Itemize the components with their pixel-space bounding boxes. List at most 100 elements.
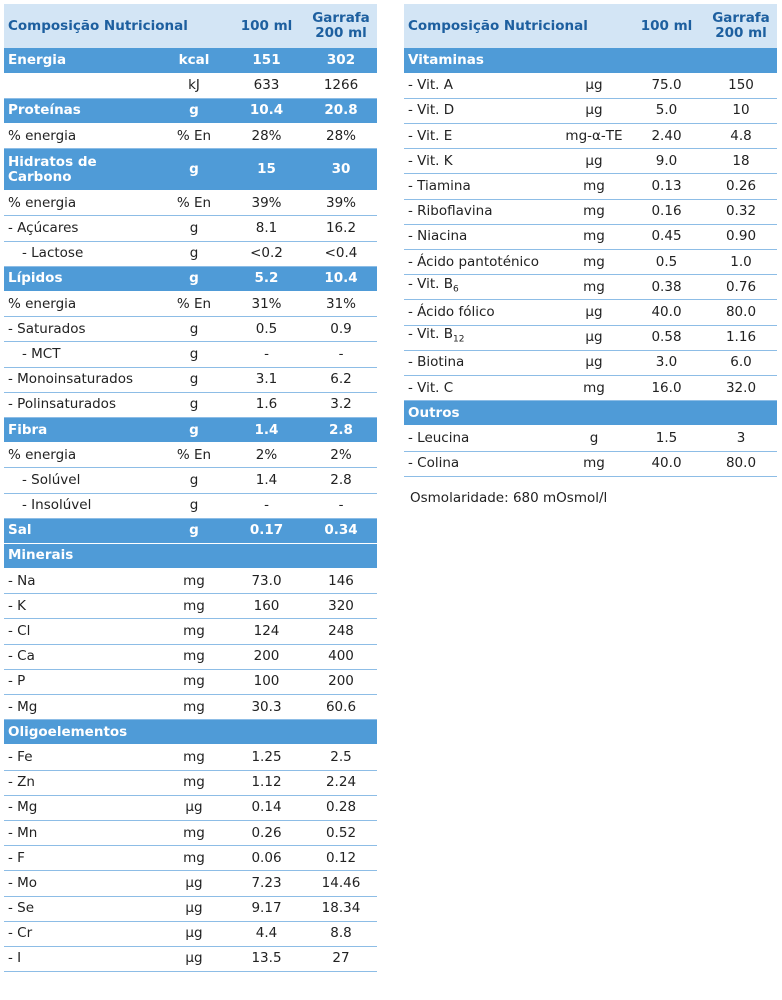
data-row: - Saturados g 0.5 0.9 [4,316,377,343]
value-cell: <0.4 [305,241,377,267]
row-label: - Riboflavina [404,199,560,225]
data-row: - Ácido pantoténico mg 0.5 1.0 [404,249,777,276]
value-cell [305,543,377,570]
row-label: - Ácido pantoténico [404,249,560,276]
section-row: Oligoelementos [4,719,377,746]
value-cell: 32.0 [705,375,777,402]
value-cell [228,543,305,570]
value-cell [628,400,705,427]
value-cell: 2.8 [305,467,377,494]
value-cell: 39% [305,190,377,217]
section-row: Energia kcal 151 302 [4,48,377,74]
row-label: - I [4,946,160,973]
data-row: - Mg mg 30.3 60.6 [4,694,377,721]
value-cell: 0.38 [628,274,705,301]
value-cell: 2.40 [628,123,705,150]
row-label: - Polinsaturados [4,392,160,418]
data-row: - Na mg 73.0 146 [4,568,377,595]
value-cell: 15 [228,148,305,192]
data-row: - Riboflavina mg 0.16 0.32 [404,199,777,225]
unit-cell: g [560,425,628,452]
unit-cell: kcal [160,48,228,74]
unit-cell: µg [560,325,628,351]
data-row: - Colina mg 40.0 80.0 [404,451,777,477]
header-cell: 100 ml [228,4,305,48]
unit-cell: µg [160,795,228,821]
unit-cell: g [160,341,228,368]
unit-cell [560,400,628,427]
value-cell: 5.0 [628,98,705,125]
row-label: - Ácido fólico [404,299,560,326]
value-cell: 150 [705,73,777,99]
value-cell: 1.25 [228,744,305,771]
unit-cell: µg [160,896,228,922]
unit-cell: mg [560,173,628,200]
value-cell: 3.0 [628,350,705,376]
section-row: Fibra g 1.4 2.8 [4,417,377,444]
row-label: Minerais [4,543,160,570]
header-cell: Garrafa 200 ml [305,4,377,48]
value-cell: 302 [305,48,377,74]
value-cell: 20.8 [305,98,377,125]
section-row: Vitaminas [404,48,777,74]
value-cell: 0.34 [305,518,377,544]
data-row: - Leucina g 1.5 3 [404,425,777,452]
row-label: - Biotina [404,350,560,376]
header-cell: Garrafa 200 ml [705,4,777,48]
row-label: - Cr [4,921,160,947]
unit-cell: mg [160,593,228,620]
data-row: - Ácido fólico µg 40.0 80.0 [404,299,777,326]
value-cell: 124 [228,618,305,645]
unit-cell: % En [160,442,228,469]
unit-cell: mg [160,568,228,595]
unit-cell: g [160,493,228,519]
value-cell: 10.4 [228,98,305,125]
unit-cell: mg [160,770,228,796]
value-cell: 0.14 [228,795,305,821]
value-cell: 1.6 [228,392,305,418]
value-cell: 31% [228,291,305,318]
row-label: % energia [4,190,160,217]
unit-cell: µg [160,870,228,897]
data-row: - Monoinsaturados g 3.1 6.2 [4,367,377,393]
value-cell: 200 [305,669,377,696]
unit-cell: g [160,316,228,343]
unit-cell: % En [160,190,228,217]
row-label: - Fe [4,744,160,771]
section-row: Hidratos de Carbono g 15 30 [4,148,377,192]
value-cell: 0.52 [305,820,377,847]
value-cell: - [305,493,377,519]
value-cell [305,719,377,746]
value-cell: 8.8 [305,921,377,947]
data-row: % energia% En 31% 31% [4,291,377,318]
unit-cell: mg [560,451,628,477]
unit-cell: µg [160,946,228,973]
unit-cell: g [160,467,228,494]
row-label: - Solúvel [4,467,160,494]
unit-cell: mg [560,375,628,402]
value-cell: 248 [305,618,377,645]
row-label: - Mn [4,820,160,847]
header-cell: Composição Nutricional [4,4,228,48]
row-label: - Vit. B6 [404,274,560,301]
value-cell: 60.6 [305,694,377,721]
value-cell: 1.4 [228,467,305,494]
value-cell: 0.58 [628,325,705,351]
value-cell: 40.0 [628,451,705,477]
section-row: Proteínas g 10.4 20.8 [4,98,377,125]
value-cell: 0.26 [228,820,305,847]
unit-cell: mg [560,224,628,251]
unit-cell: mg [560,249,628,276]
value-cell: 3.1 [228,367,305,393]
row-label: - MCT [4,341,160,368]
value-cell: 16.0 [628,375,705,402]
unit-cell: % En [160,291,228,318]
unit-cell: µg [560,73,628,99]
row-label: - Mg [4,694,160,721]
value-cell: 3.2 [305,392,377,418]
value-cell: 0.5 [628,249,705,276]
section-row: Outros [404,400,777,427]
unit-cell [560,48,628,74]
